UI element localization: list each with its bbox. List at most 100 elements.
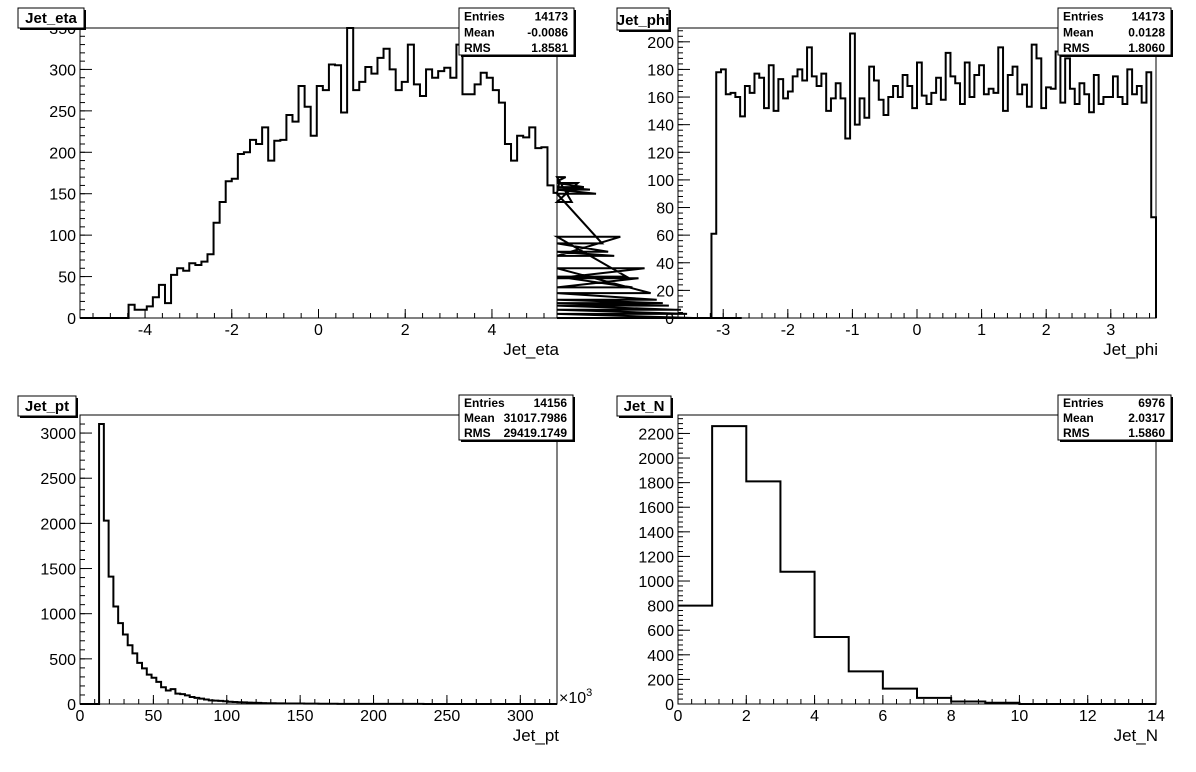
title-box bbox=[17, 7, 85, 29]
y-tick-label: 160 bbox=[647, 90, 674, 107]
stats-entries-value: 14173 bbox=[535, 10, 569, 24]
x-tick-label: 12 bbox=[1079, 708, 1097, 725]
y-tick-label: 100 bbox=[647, 173, 674, 190]
stats-rms-value: 29419.1749 bbox=[504, 426, 568, 440]
x-tick-label: 200 bbox=[360, 708, 387, 725]
x-tick-label: 2 bbox=[742, 708, 751, 725]
x-tick-label: 14 bbox=[1147, 708, 1165, 725]
stats-entries-label: Entries bbox=[1063, 10, 1104, 24]
y-tick-label: 600 bbox=[647, 623, 674, 640]
y-tick-label: 140 bbox=[647, 118, 674, 135]
histogram-panel-jet_phi: -3 -2 -1 0 1 2 3 0 20 40 60 80 100 120 140 160 180 200 Jet… bbox=[616, 7, 1173, 359]
x-tick-label: 3 bbox=[1106, 322, 1115, 339]
y-tick-label: 250 bbox=[49, 104, 76, 121]
stats-rms-label: RMS bbox=[464, 426, 491, 440]
x-tick-label: 2 bbox=[1042, 322, 1051, 339]
stats-entries-label: Entries bbox=[464, 396, 505, 410]
histogram-panel-jet_eta: -4-2024050100150200250300350Jet_etaJet_e… bbox=[17, 7, 742, 359]
y-tick-label: 300 bbox=[49, 62, 76, 79]
histogram-title: Jet_N bbox=[624, 398, 665, 415]
stats-rms-value: 1.8581 bbox=[531, 41, 568, 55]
x-tick-label: 150 bbox=[287, 708, 314, 725]
y-tick-label: 20 bbox=[656, 283, 674, 300]
stats-mean-label: Mean bbox=[464, 25, 495, 39]
x-tick-label: 0 bbox=[913, 322, 922, 339]
title-box bbox=[17, 395, 77, 417]
y-tick-label: 200 bbox=[49, 145, 76, 162]
stats-mean-label: Mean bbox=[464, 411, 495, 425]
title-box bbox=[616, 7, 670, 31]
x-axis-title: Jet_eta bbox=[503, 340, 559, 359]
y-tick-label: 120 bbox=[647, 145, 674, 162]
y-tick-label: 1200 bbox=[638, 549, 674, 566]
y-tick-label: 2500 bbox=[40, 471, 76, 488]
x-tick-label: 300 bbox=[507, 708, 534, 725]
y-tick-label: 1000 bbox=[638, 574, 674, 591]
histogram-title: Jet_pt bbox=[25, 398, 69, 415]
y-tick-label: 60 bbox=[656, 228, 674, 245]
x-tick-label: 4 bbox=[488, 322, 497, 339]
stats-entries-label: Entries bbox=[1063, 396, 1104, 410]
title-box bbox=[616, 395, 672, 417]
histogram-line bbox=[678, 32, 1157, 319]
y-tick-label: 2200 bbox=[638, 426, 674, 443]
stats-mean-value: 31017.7986 bbox=[504, 411, 568, 425]
y-tick-label: 1500 bbox=[40, 562, 76, 579]
histogram-title: Jet_phi bbox=[617, 12, 670, 29]
histogram-line bbox=[80, 423, 557, 705]
x-tick-label: 1 bbox=[977, 322, 986, 339]
x-tick-label: 10 bbox=[1011, 708, 1029, 725]
x-tick-label: 4 bbox=[810, 708, 819, 725]
y-tick-label: 100 bbox=[49, 228, 76, 245]
y-tick-label: 180 bbox=[647, 62, 674, 79]
histogram-panel-jet_pt: 0 50 100 150 200 250 3000500100015002000250030… bbox=[17, 394, 592, 745]
stats-box bbox=[458, 394, 574, 441]
x-tick-label: 2 bbox=[401, 322, 410, 339]
y-tick-label: 400 bbox=[647, 648, 674, 665]
x-tick-label: 250 bbox=[434, 708, 461, 725]
stats-rms-value: 1.5860 bbox=[1128, 426, 1165, 440]
x-axis-title: Jet_phi bbox=[1103, 340, 1158, 359]
x-tick-label: 0 bbox=[76, 708, 85, 725]
y-tick-label: 200 bbox=[647, 672, 674, 689]
y-tick-label: 1000 bbox=[40, 607, 76, 624]
stats-mean-value: -0.0086 bbox=[527, 25, 568, 39]
y-tick-label: 1800 bbox=[638, 476, 674, 493]
stats-box bbox=[1057, 394, 1172, 441]
x-axis-title: Jet_pt bbox=[513, 726, 560, 745]
y-tick-label: 0 bbox=[665, 311, 674, 328]
plot-frame bbox=[677, 414, 1157, 705]
y-tick-label: 2000 bbox=[638, 451, 674, 468]
stats-entries-value: 14156 bbox=[534, 396, 568, 410]
histogram-title: Jet_eta bbox=[25, 10, 77, 27]
stats-rms-label: RMS bbox=[1063, 426, 1090, 440]
x-tick-label: -2 bbox=[781, 322, 795, 339]
stats-rms-label: RMS bbox=[1063, 41, 1090, 55]
y-tick-label: 500 bbox=[49, 652, 76, 669]
stats-rms-value: 1.8060 bbox=[1128, 41, 1165, 55]
y-tick-label: 0 bbox=[67, 311, 76, 328]
stats-mean-value: 2.0317 bbox=[1128, 411, 1165, 425]
y-tick-label: 40 bbox=[656, 256, 674, 273]
y-tick-label: 2000 bbox=[40, 516, 76, 533]
x-tick-label: -4 bbox=[138, 322, 152, 339]
stats-entries-value: 6976 bbox=[1138, 396, 1165, 410]
x-tick-label: -2 bbox=[225, 322, 239, 339]
y-tick-label: 3000 bbox=[40, 426, 76, 443]
stats-entries-value: 14173 bbox=[1132, 10, 1166, 24]
x-tick-label: 8 bbox=[947, 708, 956, 725]
plot-frame bbox=[79, 27, 558, 319]
x-tick-label: 50 bbox=[144, 708, 162, 725]
x-axis-title: Jet_N bbox=[1114, 726, 1158, 745]
histogram-panel-jet_n: 0 2 4 6 8 10 12 14 0 200 400 600 800 1000 1200 1400 1600… bbox=[616, 394, 1173, 745]
stats-mean-value: 0.0128 bbox=[1128, 25, 1165, 39]
y-tick-label: 0 bbox=[67, 697, 76, 714]
y-tick-label: 1400 bbox=[638, 525, 674, 542]
x-tick-label: -3 bbox=[716, 322, 730, 339]
x-tick-label: 0 bbox=[674, 708, 683, 725]
x-axis-multiplier: ×103 bbox=[559, 687, 592, 707]
y-tick-label: 80 bbox=[656, 201, 674, 218]
stats-mean-label: Mean bbox=[1063, 25, 1094, 39]
stats-rms-label: RMS bbox=[464, 41, 491, 55]
